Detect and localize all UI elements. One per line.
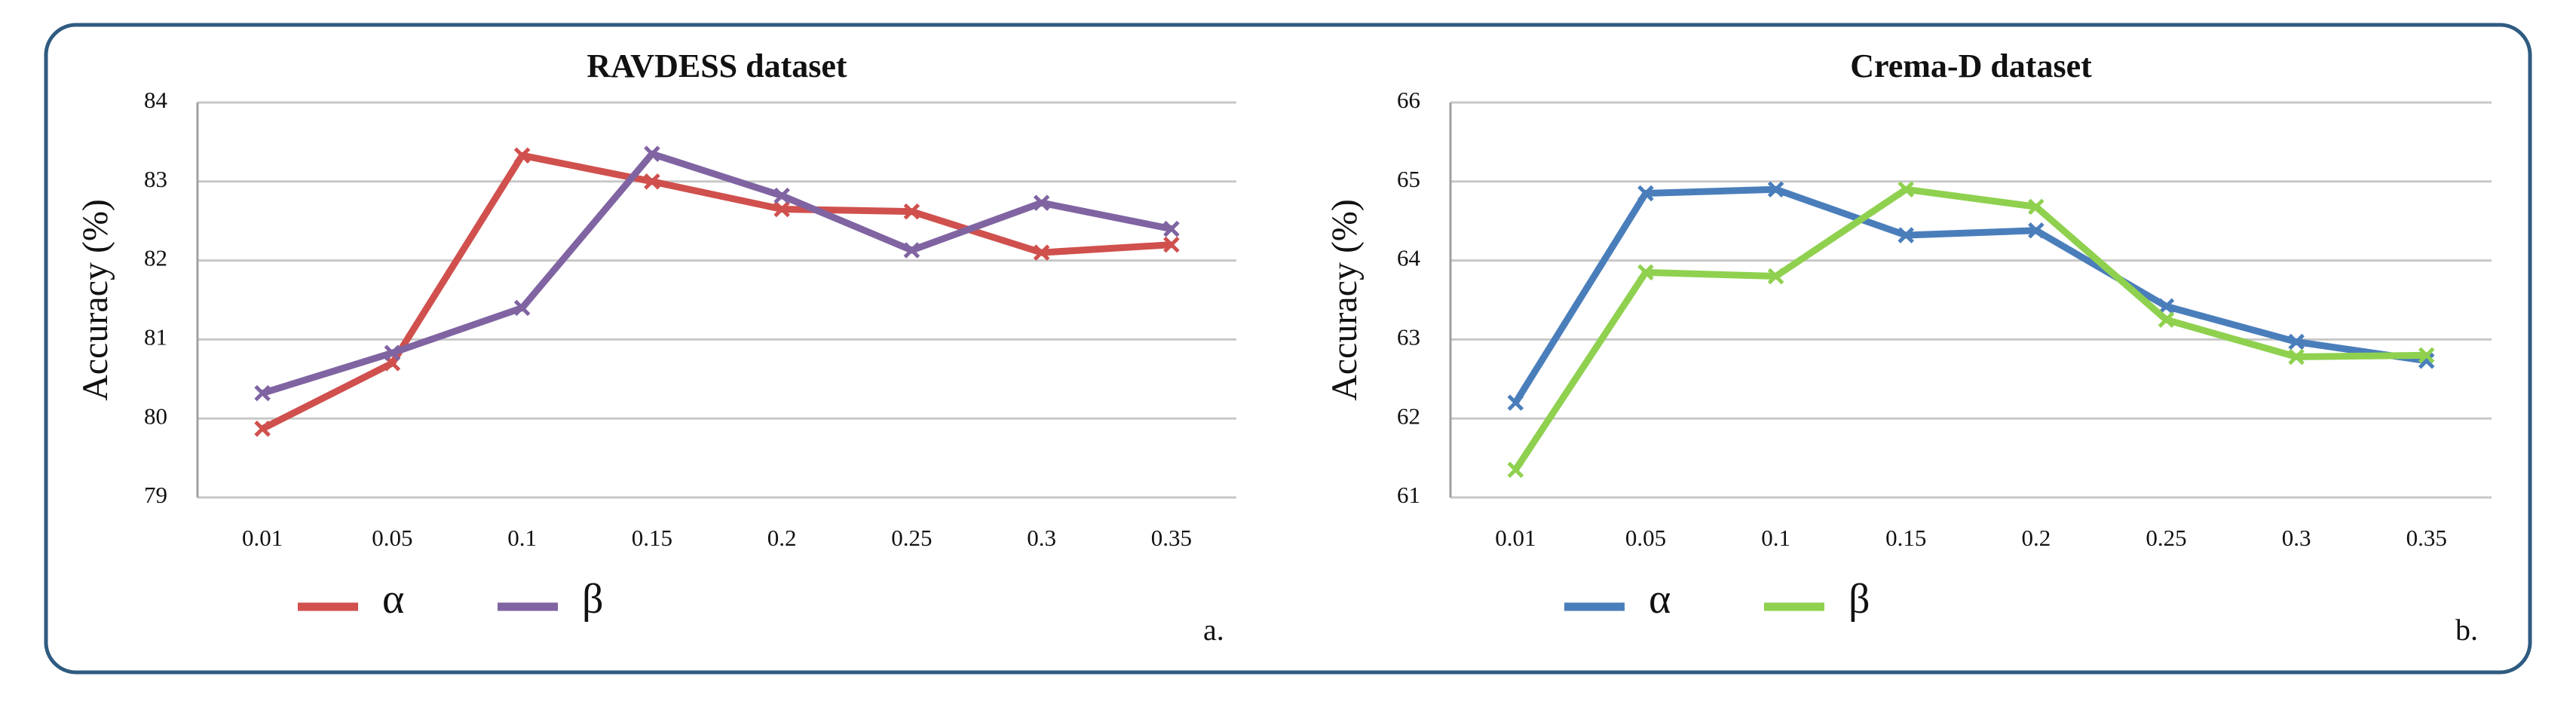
series-line xyxy=(261,150,1172,396)
marker xyxy=(2418,347,2435,364)
y-tick-label: 64 xyxy=(1397,245,1421,271)
marker xyxy=(1637,264,1654,281)
marker xyxy=(644,145,660,162)
series-line xyxy=(1512,185,2427,472)
x-tick-label: 0.35 xyxy=(1151,525,1192,551)
y-tick-label: 80 xyxy=(144,402,167,429)
marker xyxy=(1898,227,1914,243)
marker xyxy=(384,344,401,361)
marker xyxy=(903,203,920,220)
marker xyxy=(513,147,531,164)
series-line xyxy=(1512,185,2427,405)
series-line xyxy=(261,152,1172,432)
legend-label: β xyxy=(582,576,604,623)
x-tick-label: 0.05 xyxy=(372,525,412,551)
x-tick-label: 0.35 xyxy=(2406,525,2447,551)
marker xyxy=(2158,298,2175,315)
legend-label: α xyxy=(1649,576,1671,623)
marker xyxy=(2288,333,2305,350)
marker xyxy=(1767,268,1784,285)
x-tick-label: 0.1 xyxy=(507,525,537,551)
y-tick-label: 65 xyxy=(1397,166,1420,192)
y-tick-label: 84 xyxy=(144,87,168,113)
x-tick-label: 0.2 xyxy=(767,525,797,551)
panel-label: b. xyxy=(2455,613,2478,647)
x-tick-label: 0.15 xyxy=(1885,525,1926,551)
panel-label: a. xyxy=(1203,613,1224,647)
marker xyxy=(1507,461,1524,479)
marker xyxy=(1507,394,1524,412)
marker xyxy=(254,421,271,437)
y-tick-label: 82 xyxy=(144,245,167,271)
marker xyxy=(773,200,790,218)
marker xyxy=(773,187,790,204)
marker xyxy=(1163,236,1180,253)
marker xyxy=(2028,198,2045,216)
x-tick-label: 0.01 xyxy=(1495,525,1536,551)
y-tick-label: 79 xyxy=(144,482,167,508)
marker xyxy=(1637,185,1654,202)
frame xyxy=(44,23,2532,675)
x-tick-label: 0.3 xyxy=(1027,525,1056,551)
marker xyxy=(2028,222,2045,239)
chart-title: RAVDESS dataset xyxy=(587,47,847,84)
y-axis-label: Accuracy (%) xyxy=(75,199,115,401)
y-tick-label: 62 xyxy=(1397,402,1420,429)
x-tick-label: 0.15 xyxy=(632,525,672,551)
marker xyxy=(644,173,660,190)
marker xyxy=(1163,220,1180,237)
y-tick-label: 66 xyxy=(1397,87,1420,113)
marker xyxy=(1033,194,1050,211)
marker xyxy=(2288,348,2305,366)
y-tick-label: 61 xyxy=(1397,482,1420,508)
marker xyxy=(513,299,531,317)
x-tick-label: 0.05 xyxy=(1625,525,1666,551)
x-tick-label: 0.01 xyxy=(242,525,283,551)
x-tick-label: 0.25 xyxy=(891,525,932,551)
marker xyxy=(1898,181,1914,198)
chart-title: Crema-D dataset xyxy=(1850,47,2092,84)
x-tick-label: 0.1 xyxy=(1761,525,1790,551)
marker xyxy=(1767,181,1784,198)
y-tick-label: 81 xyxy=(144,324,167,350)
legend-label: β xyxy=(1849,576,1870,623)
x-tick-label: 0.3 xyxy=(2282,525,2311,551)
marker xyxy=(903,242,920,259)
marker xyxy=(2158,311,2175,328)
x-tick-label: 0.2 xyxy=(2021,525,2051,551)
marker xyxy=(1033,244,1050,261)
y-axis-label: Accuracy (%) xyxy=(1325,199,1365,401)
y-tick-label: 83 xyxy=(144,166,167,192)
x-tick-label: 0.25 xyxy=(2146,525,2186,551)
marker xyxy=(254,384,271,402)
y-tick-label: 63 xyxy=(1397,324,1420,350)
legend-label: α xyxy=(382,576,404,623)
